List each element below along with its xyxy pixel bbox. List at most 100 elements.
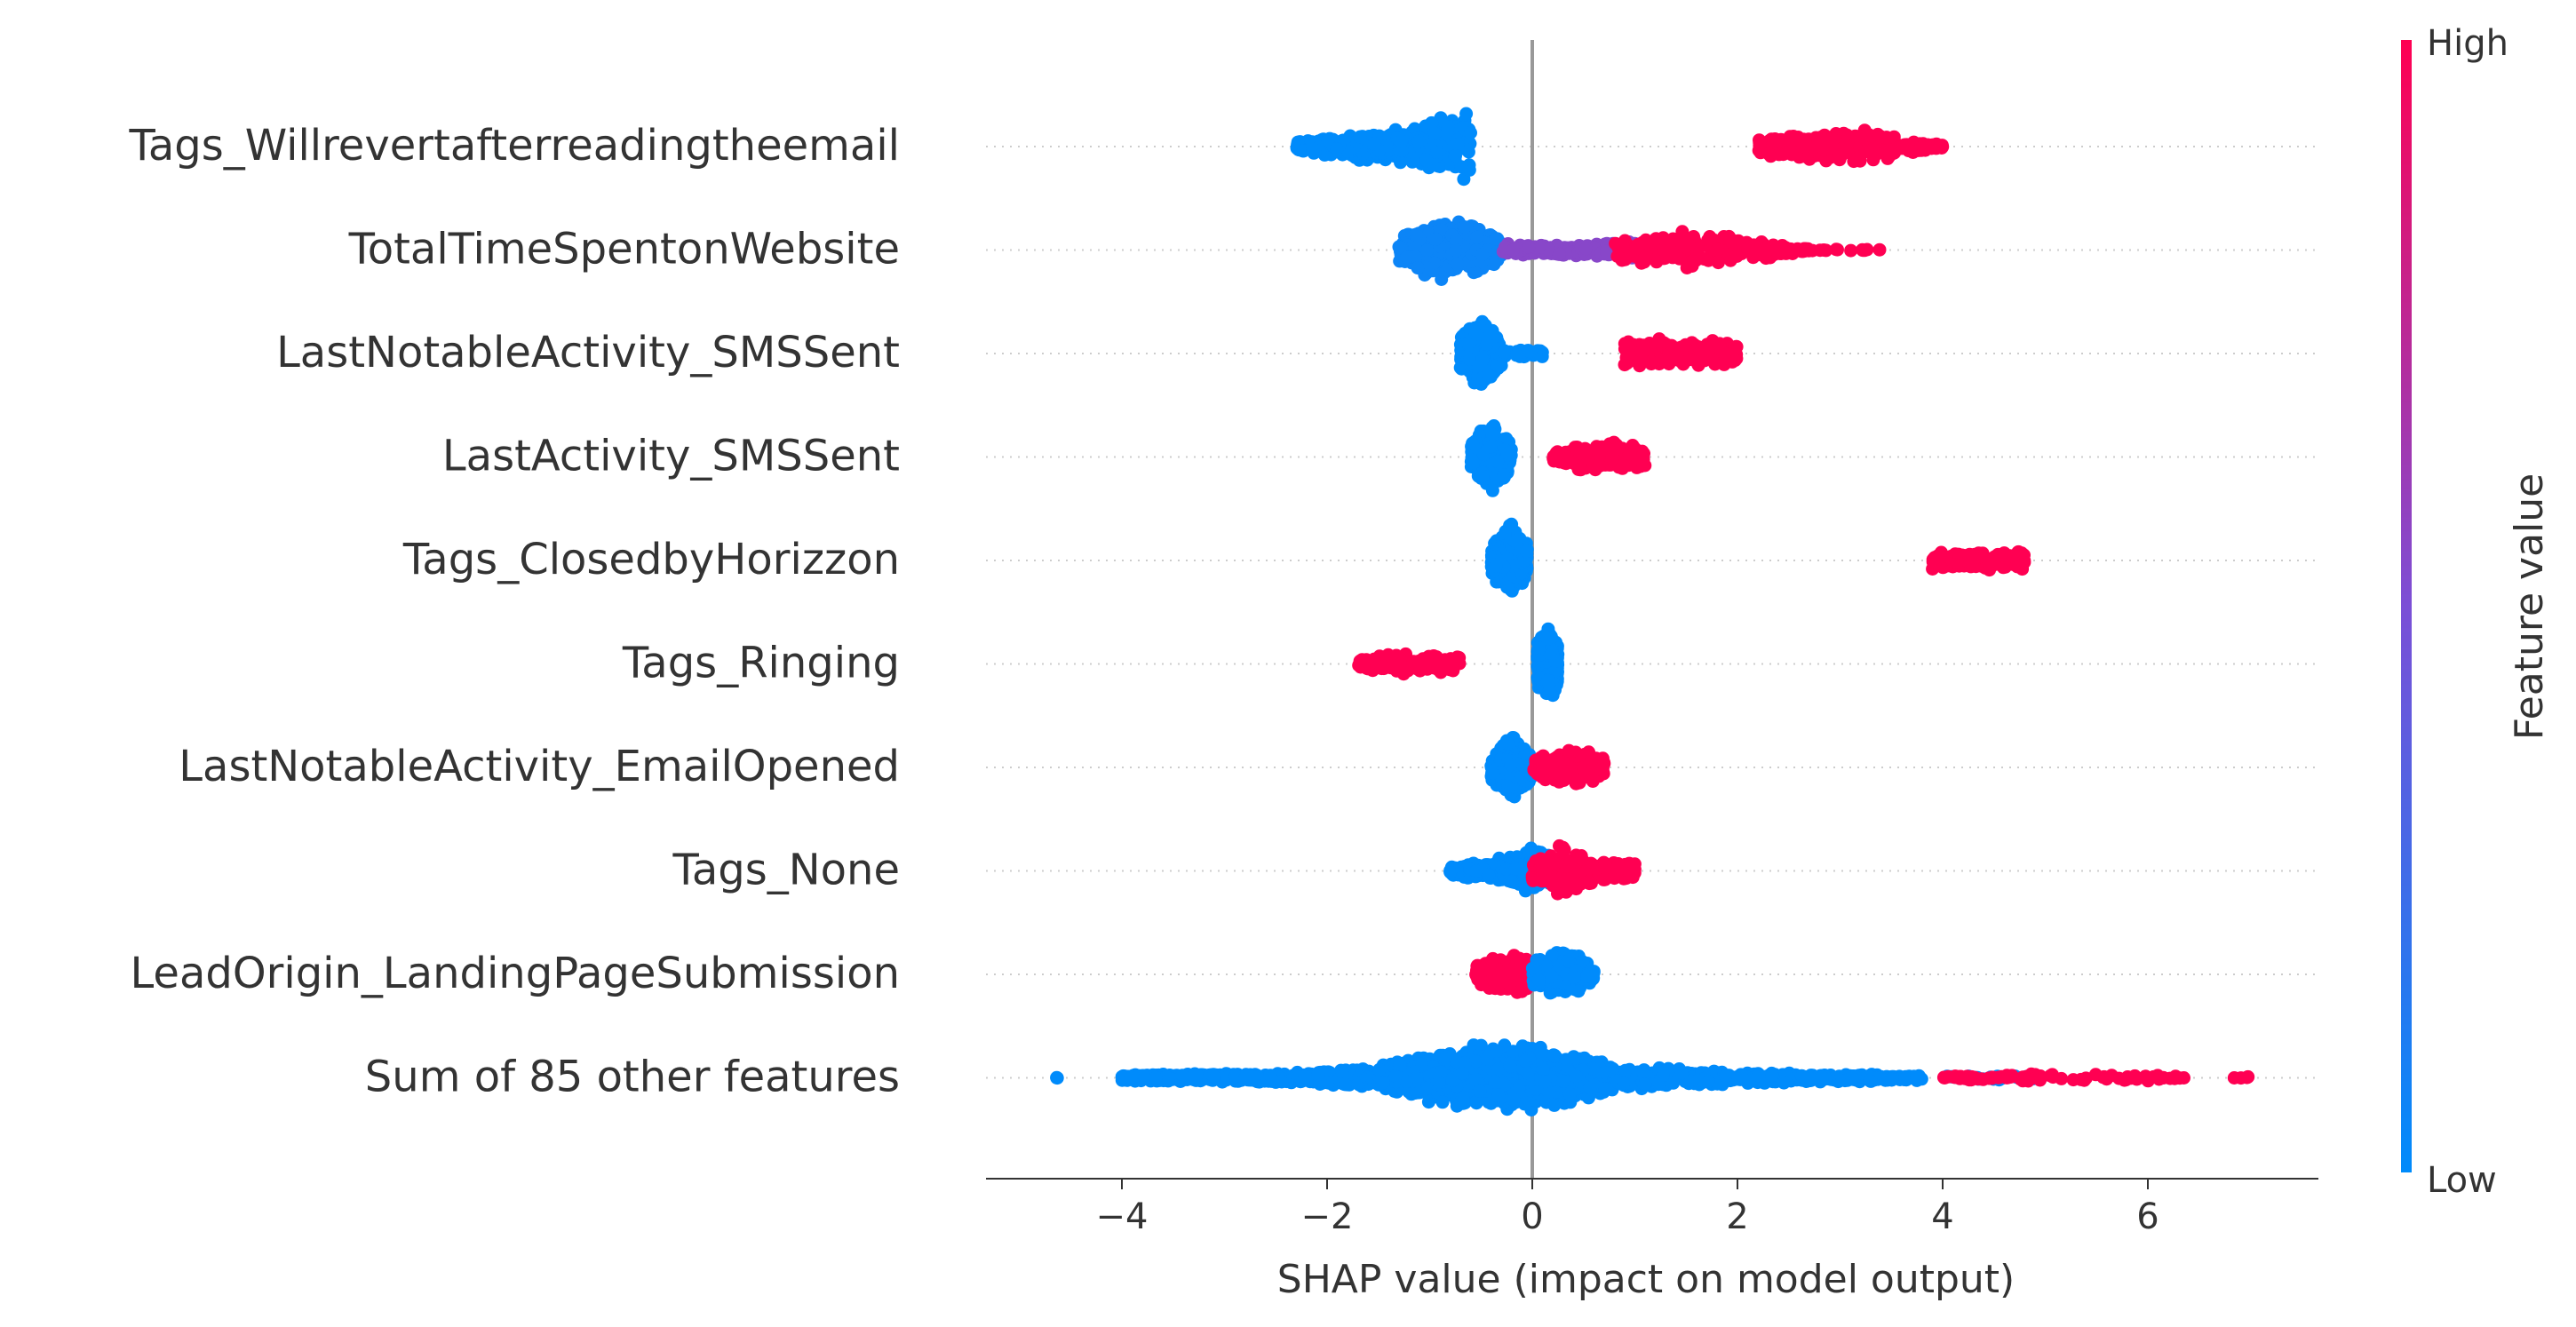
data-point	[1469, 864, 1483, 878]
data-point	[1451, 138, 1465, 151]
data-point	[1712, 256, 1725, 269]
feature-rows: Tags_Willrevertafterreadingtheemail Total…	[128, 121, 2318, 1102]
data-point	[1420, 243, 1434, 257]
data-point	[1815, 131, 1828, 144]
feature-label: LeadOrigin_LandingPageSubmission	[131, 949, 900, 998]
data-point	[1701, 234, 1714, 247]
data-point	[1983, 563, 1996, 576]
data-point	[1685, 255, 1698, 268]
data-point	[1547, 455, 1561, 468]
data-point	[1536, 759, 1549, 772]
data-point	[1467, 457, 1480, 470]
data-point	[1729, 354, 1742, 367]
feature-label: Tags_ClosedbyHorizzon	[402, 535, 900, 584]
data-point	[1682, 238, 1696, 251]
data-point	[2015, 546, 2029, 560]
data-point	[1480, 338, 1493, 351]
data-point	[1449, 244, 1462, 258]
data-point	[1464, 126, 1477, 139]
data-point	[1924, 139, 1937, 152]
data-point	[1522, 240, 1535, 253]
data-point	[1501, 737, 1515, 751]
data-point	[1873, 243, 1887, 257]
data-point	[1420, 655, 1434, 668]
data-point	[1553, 248, 1566, 261]
data-point	[1762, 147, 1776, 161]
data-point	[1526, 871, 1539, 885]
data-points	[1050, 107, 2254, 1117]
data-point	[1606, 451, 1619, 465]
data-point	[1470, 231, 1483, 244]
data-point	[1395, 657, 1408, 671]
data-point	[1451, 258, 1465, 271]
data-point	[1523, 346, 1537, 359]
data-point	[1562, 451, 1575, 465]
data-point	[1659, 250, 1673, 263]
data-point	[1575, 852, 1588, 865]
data-point	[1963, 557, 1976, 570]
data-point	[1507, 243, 1520, 257]
data-point	[1486, 484, 1499, 497]
data-point	[1420, 155, 1434, 168]
data-point	[1354, 131, 1367, 144]
data-point	[1838, 139, 1851, 153]
feature-label: Tags_None	[672, 846, 901, 895]
feature-label: LastNotableActivity_EmailOpened	[179, 742, 900, 791]
data-point	[1459, 107, 1473, 121]
data-point	[1532, 641, 1546, 655]
feature-label: LastNotableActivity_SMSSent	[276, 328, 900, 377]
data-point	[1927, 555, 1940, 568]
data-point	[1722, 230, 1736, 243]
data-point	[1626, 869, 1639, 882]
data-point	[1475, 248, 1489, 261]
data-point	[1730, 250, 1744, 263]
data-point	[1367, 138, 1380, 151]
data-point	[1574, 446, 1587, 459]
data-point	[1442, 120, 1455, 133]
data-point	[1844, 244, 1857, 258]
feature-label: Tags_Willrevertafterreadingtheemail	[128, 121, 900, 171]
data-point	[1476, 353, 1490, 366]
data-point	[1500, 581, 1514, 594]
data-point	[1520, 544, 1533, 558]
data-point	[1410, 228, 1423, 242]
data-point	[1482, 369, 1495, 382]
data-point	[1791, 242, 1804, 256]
data-point	[1485, 428, 1499, 441]
data-point	[1611, 859, 1625, 872]
data-point	[1541, 674, 1554, 687]
data-point	[1443, 865, 1457, 878]
data-point	[1563, 873, 1577, 886]
data-point	[1411, 261, 1425, 274]
data-point	[1595, 441, 1609, 454]
data-point	[1550, 875, 1563, 888]
data-point	[1740, 236, 1753, 250]
data-point	[1553, 767, 1566, 780]
data-point	[1760, 244, 1773, 258]
data-point	[1330, 142, 1343, 155]
data-point	[1598, 862, 1611, 875]
data-point	[1640, 249, 1653, 262]
data-point	[1482, 869, 1495, 882]
data-point	[1830, 242, 1843, 256]
data-point	[1610, 250, 1624, 263]
feature-label: LastActivity_SMSSent	[442, 432, 900, 481]
data-point	[1469, 327, 1483, 340]
data-point	[1799, 138, 1812, 151]
data-point	[1394, 155, 1407, 169]
data-point	[1776, 239, 1789, 252]
data-point	[1459, 220, 1472, 234]
data-point	[1833, 153, 1847, 166]
data-point	[1401, 250, 1414, 264]
data-point	[1664, 234, 1677, 247]
data-point	[1505, 875, 1518, 888]
data-point	[1692, 340, 1705, 354]
data-point	[1510, 348, 1523, 362]
data-point	[1491, 455, 1504, 468]
data-point	[1853, 150, 1866, 163]
data-point	[1551, 887, 1564, 901]
feature-label: TotalTimeSpentonWebsite	[348, 225, 900, 274]
data-point	[1306, 142, 1319, 155]
data-point	[1650, 232, 1663, 245]
